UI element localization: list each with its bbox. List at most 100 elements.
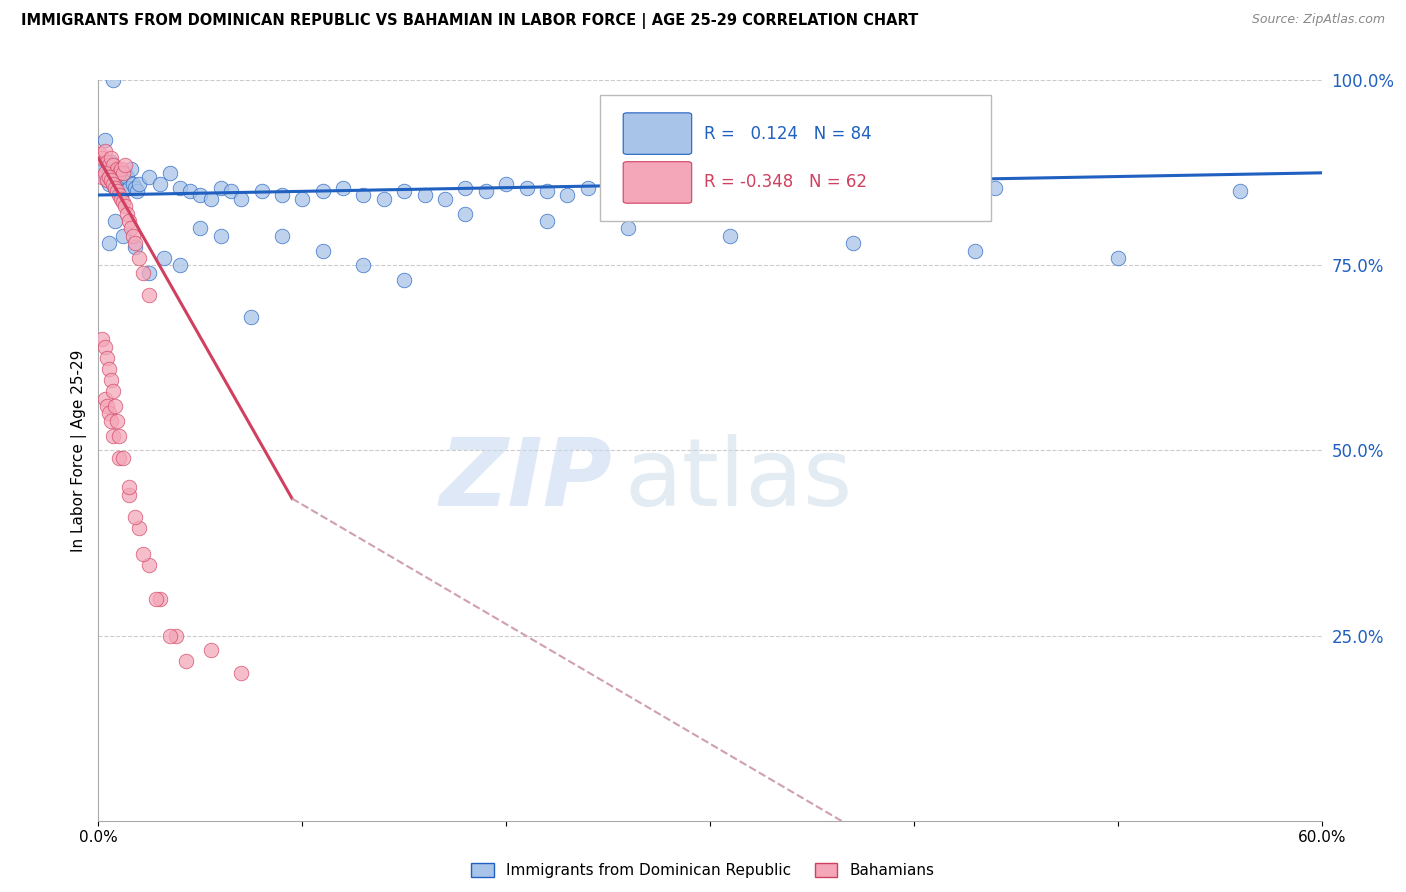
- Point: [145, 591, 167, 606]
- Point: [122, 228, 145, 243]
- Point: [200, 643, 222, 657]
- Text: R = -0.348   N = 62: R = -0.348 N = 62: [704, 173, 868, 192]
- Point: [124, 180, 146, 194]
- Point: [132, 266, 155, 280]
- Point: [219, 185, 242, 199]
- Point: [138, 288, 160, 302]
- Point: [100, 173, 122, 187]
- Point: [97, 407, 120, 421]
- Point: [965, 244, 987, 258]
- Point: [617, 177, 640, 191]
- Point: [434, 192, 457, 206]
- Point: [124, 240, 146, 254]
- Point: [392, 273, 416, 287]
- Point: [89, 147, 111, 161]
- Point: [740, 180, 762, 194]
- Point: [679, 188, 702, 202]
- Point: [110, 177, 132, 191]
- Point: [96, 173, 118, 187]
- Point: [1107, 251, 1129, 265]
- Point: [138, 169, 160, 184]
- Point: [93, 166, 115, 180]
- Point: [108, 166, 131, 180]
- Point: [128, 521, 150, 535]
- Text: ZIP: ZIP: [439, 434, 612, 526]
- Point: [231, 665, 253, 680]
- Point: [100, 414, 122, 428]
- Point: [536, 185, 558, 199]
- Point: [495, 177, 517, 191]
- Point: [149, 591, 172, 606]
- Point: [638, 180, 661, 194]
- Point: [124, 510, 146, 524]
- Point: [105, 169, 128, 184]
- Point: [312, 244, 335, 258]
- FancyBboxPatch shape: [623, 113, 692, 154]
- Point: [270, 188, 294, 202]
- Point: [291, 192, 314, 206]
- Point: [120, 221, 142, 235]
- Point: [93, 340, 115, 354]
- Point: [96, 351, 118, 365]
- FancyBboxPatch shape: [623, 161, 692, 203]
- Point: [108, 428, 131, 442]
- Point: [188, 188, 212, 202]
- Point: [110, 192, 132, 206]
- Text: IMMIGRANTS FROM DOMINICAN REPUBLIC VS BAHAMIAN IN LABOR FORCE | AGE 25-29 CORREL: IMMIGRANTS FROM DOMINICAN REPUBLIC VS BA…: [21, 13, 918, 29]
- Point: [97, 158, 120, 172]
- Point: [780, 177, 803, 191]
- Point: [93, 392, 115, 406]
- Point: [96, 173, 118, 187]
- Point: [108, 166, 131, 180]
- Point: [104, 180, 127, 194]
- Point: [209, 228, 232, 243]
- Point: [474, 185, 498, 199]
- Point: [105, 162, 128, 177]
- Point: [658, 185, 681, 199]
- Point: [89, 166, 111, 180]
- Text: Source: ZipAtlas.com: Source: ZipAtlas.com: [1251, 13, 1385, 27]
- Point: [209, 180, 232, 194]
- Point: [110, 162, 132, 177]
- Point: [91, 333, 114, 347]
- Point: [557, 188, 579, 202]
- Point: [111, 450, 134, 465]
- Point: [100, 373, 122, 387]
- Point: [152, 251, 174, 265]
- Point: [138, 266, 160, 280]
- Point: [536, 214, 558, 228]
- Point: [97, 362, 120, 376]
- Point: [159, 629, 181, 643]
- Point: [179, 185, 201, 199]
- Point: [111, 166, 134, 180]
- Point: [200, 192, 222, 206]
- Point: [101, 158, 124, 172]
- Point: [93, 144, 115, 158]
- Point: [352, 188, 374, 202]
- Point: [115, 169, 138, 184]
- Point: [104, 214, 127, 228]
- Point: [101, 384, 124, 399]
- Point: [699, 185, 721, 199]
- Point: [373, 192, 395, 206]
- Point: [118, 488, 141, 502]
- Point: [96, 154, 118, 169]
- Point: [105, 185, 128, 199]
- Point: [165, 629, 187, 643]
- Text: R =   0.124   N = 84: R = 0.124 N = 84: [704, 125, 872, 143]
- Point: [93, 132, 115, 146]
- Point: [128, 251, 150, 265]
- Point: [104, 166, 127, 180]
- Point: [97, 177, 120, 191]
- Point: [720, 228, 742, 243]
- Point: [101, 73, 124, 87]
- Point: [231, 192, 253, 206]
- Point: [598, 185, 620, 199]
- Point: [169, 259, 191, 273]
- Point: [413, 188, 436, 202]
- Point: [111, 185, 134, 199]
- Point: [104, 180, 127, 194]
- Point: [169, 180, 191, 194]
- Point: [124, 236, 146, 251]
- Y-axis label: In Labor Force | Age 25-29: In Labor Force | Age 25-29: [72, 350, 87, 551]
